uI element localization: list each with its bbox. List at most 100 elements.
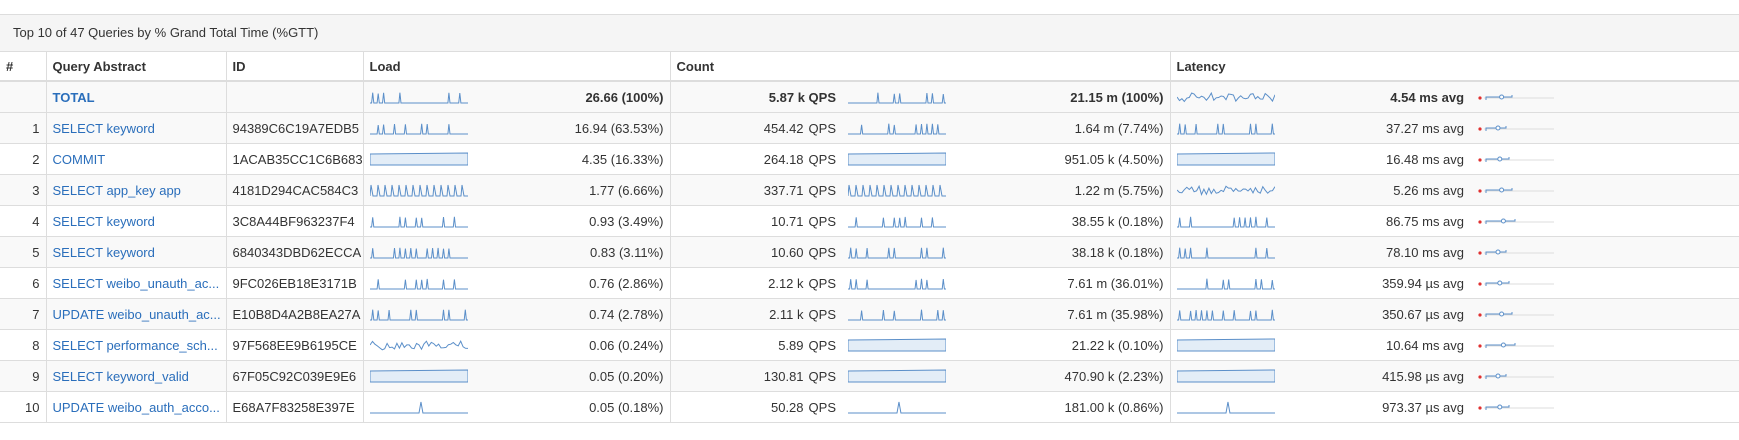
query-id-cell: 1ACAB35CC1C6B683 (226, 143, 364, 175)
count-value: 1.22 m (5.75%) (953, 174, 1171, 206)
latency-sparkline (1176, 309, 1275, 321)
query-cell: SELECT weibo_unauth_ac... (46, 267, 227, 299)
query-cell: SELECT keyword_valid (46, 360, 227, 392)
col-latency-header[interactable]: Latency (1170, 52, 1739, 82)
latency-sparkline-cell (1170, 174, 1287, 206)
count-sparkline-line (848, 216, 946, 228)
col-rank-header[interactable]: # (0, 52, 47, 82)
latency-distribution-min-marker (1478, 158, 1482, 162)
total-latency-sparkline-chart (1176, 91, 1275, 103)
query-cell: UPDATE weibo_unauth_ac... (46, 298, 227, 330)
latency-distribution (1478, 156, 1555, 162)
qps-value: 10.60 (770, 244, 804, 260)
latency-distribution-cell (1470, 298, 1739, 330)
table-row: 1 SELECT keyword 94389C6C19A7EDB5 16.94 (63… (0, 112, 1739, 144)
latency-sparkline-line (1176, 401, 1275, 414)
query-link[interactable]: SELECT keyword (52, 244, 155, 260)
load-sparkline (369, 278, 468, 290)
latency-sparkline-cell (1170, 298, 1287, 330)
query-link[interactable]: SELECT weibo_unauth_ac... (52, 275, 220, 291)
count-sparkline-cell (842, 267, 953, 299)
latency-sparkline (1176, 247, 1275, 259)
load-sparkline (369, 309, 468, 321)
latency-sparkline (1176, 216, 1275, 228)
load-value: 1.77 (6.66%) (475, 174, 671, 206)
latency-sparkline (1176, 401, 1275, 414)
query-link[interactable]: SELECT keyword_valid (52, 368, 189, 384)
count-sparkline-line (848, 278, 946, 290)
qps-cell: 337.71 QPS (670, 174, 842, 206)
latency-sparkline-cell (1170, 205, 1287, 237)
latency-distribution-range (1485, 312, 1513, 317)
load-sparkline-cell (363, 329, 475, 361)
count-sparkline-line (848, 369, 946, 383)
count-sparkline-cell (842, 298, 953, 330)
query-link[interactable]: SELECT performance_sch... (52, 337, 218, 353)
query-link[interactable]: COMMIT (52, 151, 106, 167)
query-link[interactable]: UPDATE weibo_unauth_ac... (52, 306, 221, 322)
count-sparkline-line (848, 401, 946, 414)
query-link[interactable]: SELECT keyword (52, 120, 155, 136)
rank-cell: 6 (0, 267, 47, 299)
qps-unit: QPS (808, 306, 836, 322)
total-load-sparkline-chart-line (369, 92, 468, 104)
count-value: 181.00 k (0.86%) (953, 391, 1171, 423)
total-query-link[interactable]: TOTAL (52, 89, 95, 105)
latency-sparkline-cell (1170, 112, 1287, 144)
latency-sparkline-cell (1170, 143, 1287, 175)
col-count-header[interactable]: Count (670, 52, 1171, 82)
latency-value: 359.94 µs avg (1286, 267, 1471, 299)
col-query-header[interactable]: Query Abstract (46, 52, 227, 82)
count-sparkline (848, 369, 946, 383)
query-cell: SELECT app_key app (46, 174, 227, 206)
latency-value: 16.48 ms avg (1286, 143, 1471, 175)
rank-cell: 4 (0, 205, 47, 237)
latency-distribution (1478, 249, 1555, 255)
load-sparkline (369, 184, 468, 197)
rank-cell: 7 (0, 298, 47, 330)
col-id-header[interactable]: ID (226, 52, 364, 82)
count-value: 38.18 k (0.18%) (953, 236, 1171, 268)
rank-cell: 2 (0, 143, 47, 175)
load-sparkline-cell (363, 112, 475, 144)
load-sparkline-line (369, 152, 468, 166)
count-sparkline (848, 152, 946, 166)
latency-distribution-cell (1470, 360, 1739, 392)
query-link[interactable]: SELECT keyword (52, 213, 155, 229)
load-sparkline-line (369, 123, 468, 135)
queries-table: # Query Abstract ID Load Count Latency T… (0, 52, 1739, 423)
col-load-header[interactable]: Load (363, 52, 671, 82)
count-sparkline (848, 184, 946, 197)
latency-sparkline-line (1176, 123, 1275, 135)
latency-value: 973.37 µs avg (1286, 391, 1471, 423)
total-count-sparkline-chart-line (848, 92, 946, 104)
load-value: 0.74 (2.78%) (475, 298, 671, 330)
query-link[interactable]: UPDATE weibo_auth_acco... (52, 399, 220, 415)
qps-unit: QPS (808, 399, 836, 415)
query-id-cell: 67F05C92C039E9E6 (226, 360, 364, 392)
qps-unit: QPS (808, 120, 836, 136)
load-value: 0.83 (3.11%) (475, 236, 671, 268)
latency-distribution-min-marker (1478, 406, 1482, 410)
latency-value: 86.75 ms avg (1286, 205, 1471, 237)
qps-cell: 10.71 QPS (670, 205, 842, 237)
qps-cell: 130.81 QPS (670, 360, 842, 392)
count-sparkline-cell (842, 329, 953, 361)
latency-sparkline-cell (1170, 329, 1287, 361)
total-latency-distribution-chart-range (1485, 95, 1513, 100)
load-sparkline (369, 401, 468, 414)
query-id-cell: 4181D294CAC584C3 (226, 174, 364, 206)
table-row: 4 SELECT keyword 3C8A44BF963237F4 0.93 (3.4… (0, 205, 1739, 237)
query-link[interactable]: SELECT app_key app (52, 182, 181, 198)
latency-distribution-min-marker (1478, 375, 1482, 379)
latency-distribution (1478, 187, 1555, 193)
count-sparkline (848, 309, 946, 321)
total-latency-distribution-chart (1478, 94, 1555, 100)
latency-distribution-avg-marker (1500, 218, 1506, 224)
qps-unit: QPS (808, 368, 836, 384)
count-value: 951.05 k (4.50%) (953, 143, 1171, 175)
load-value: 4.35 (16.33%) (475, 143, 671, 175)
rank-cell: 3 (0, 174, 47, 206)
total-load-sparkline (363, 81, 475, 113)
latency-distribution-cell (1470, 112, 1739, 144)
